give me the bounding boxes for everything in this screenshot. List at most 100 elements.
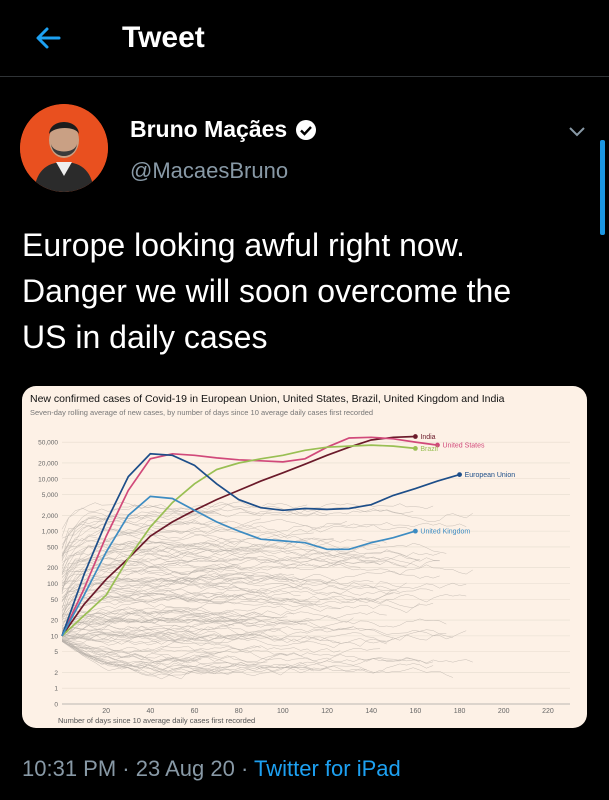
x-tick-label: 40 [146, 708, 154, 715]
x-tick-label: 140 [365, 708, 377, 715]
back-arrow-icon [36, 27, 61, 49]
background-country-line [61, 639, 341, 653]
author-name[interactable]: Bruno Maçães [130, 116, 288, 142]
background-country-line [61, 508, 473, 558]
background-country-line [61, 574, 255, 602]
series-label: India [420, 434, 435, 441]
y-tick-label: 10,000 [38, 476, 58, 483]
background-country-line [61, 616, 248, 629]
background-country-line [61, 556, 420, 582]
tweet-line: US in daily cases [22, 319, 268, 355]
background-country-line [61, 553, 440, 587]
y-tick-label: 10 [51, 633, 59, 640]
background-country-line [61, 540, 235, 567]
y-tick-label: 5 [54, 649, 58, 656]
scrollbar[interactable] [600, 140, 605, 235]
more-options-button[interactable] [566, 120, 588, 147]
background-country-line [61, 639, 288, 663]
background-country-line [61, 560, 361, 587]
background-country-line [61, 639, 241, 672]
series-line [61, 435, 416, 637]
avatar[interactable] [20, 104, 108, 192]
background-country-line [61, 595, 420, 617]
series-line [61, 444, 416, 637]
background-country-line [61, 518, 261, 557]
x-tick-label: 220 [542, 708, 554, 715]
background-country-line [61, 608, 387, 623]
y-tick-label: 20,000 [38, 460, 58, 467]
y-tick-label: 50,000 [38, 440, 58, 447]
background-country-line [61, 640, 308, 680]
background-country-line [61, 617, 261, 637]
background-country-line [61, 639, 381, 660]
y-tick-label: 1 [54, 686, 58, 693]
background-country-line [61, 633, 394, 647]
background-country-line [61, 522, 467, 554]
background-country-line [61, 537, 334, 594]
x-tick-label: 60 [191, 708, 199, 715]
tweet-meta: 10:31 PM · 23 Aug 20 · Twitter for iPad [22, 756, 401, 782]
x-tick-label: 120 [321, 708, 333, 715]
background-country-line [61, 590, 400, 617]
tweet-text: Europe looking awful right now. Danger w… [22, 222, 602, 360]
background-country-line [61, 611, 288, 627]
series-end-point [412, 445, 418, 451]
tweet-time: 10:31 PM [22, 756, 117, 781]
y-tick-label: 2,000 [42, 513, 59, 520]
x-tick-label: 180 [454, 708, 466, 715]
background-country-line [61, 635, 387, 649]
chart-plot: 50,00020,00010,0005,0002,0001,0005002001… [38, 434, 570, 715]
background-country-line [61, 640, 434, 673]
series-line [61, 452, 460, 637]
background-country-line [61, 620, 354, 632]
back-button[interactable] [30, 20, 66, 56]
background-country-line [61, 640, 453, 678]
background-country-line [61, 548, 440, 592]
background-country-line [61, 618, 235, 630]
x-axis-label: Number of days since 10 average daily ca… [58, 716, 256, 725]
x-tick-label: 200 [498, 708, 510, 715]
series-end-point [457, 472, 462, 478]
background-country-line [61, 562, 473, 589]
background-country-line [61, 570, 440, 598]
background-country-line [61, 593, 314, 615]
background-country-line [61, 543, 440, 575]
source-link[interactable]: Twitter for iPad [254, 756, 401, 781]
page-title: Tweet [122, 21, 205, 54]
y-tick-label: 0 [54, 702, 58, 709]
verified-badge-icon [296, 119, 317, 140]
y-tick-label: 500 [47, 544, 58, 551]
background-country-line [61, 587, 301, 628]
author-handle[interactable]: @MacaesBruno [130, 158, 289, 183]
tweet-date: 23 Aug 20 [135, 756, 235, 781]
background-country-line [61, 632, 208, 644]
series-label: European Union [465, 472, 516, 479]
background-country-line [61, 518, 347, 545]
background-country-line [61, 567, 228, 594]
background-country-line [61, 503, 328, 556]
y-tick-label: 2 [54, 670, 58, 677]
background-country-line [61, 626, 447, 643]
background-country-line [61, 544, 381, 573]
y-tick-label: 100 [47, 581, 58, 588]
profile-photo-icon [20, 104, 108, 192]
series-line [61, 495, 416, 637]
y-tick-label: 200 [47, 565, 58, 572]
background-country-line [61, 619, 314, 633]
background-country-line [61, 640, 328, 672]
background-country-line [61, 530, 314, 570]
author-name-row[interactable]: Bruno Maçães [130, 116, 317, 143]
background-country-line [61, 582, 467, 607]
background-country-line [61, 527, 261, 554]
series-line [61, 436, 438, 637]
background-country-line [61, 629, 453, 644]
background-country-line [61, 512, 222, 548]
chart-image[interactable]: New confirmed cases of Covid-19 in Europ… [22, 386, 587, 728]
background-country-line [61, 639, 420, 667]
background-country-line [61, 633, 341, 645]
background-country-line [61, 600, 341, 631]
background-country-line [61, 632, 195, 642]
background-country-line [61, 554, 407, 583]
y-tick-label: 5,000 [42, 492, 59, 499]
series-end-point [412, 528, 418, 534]
